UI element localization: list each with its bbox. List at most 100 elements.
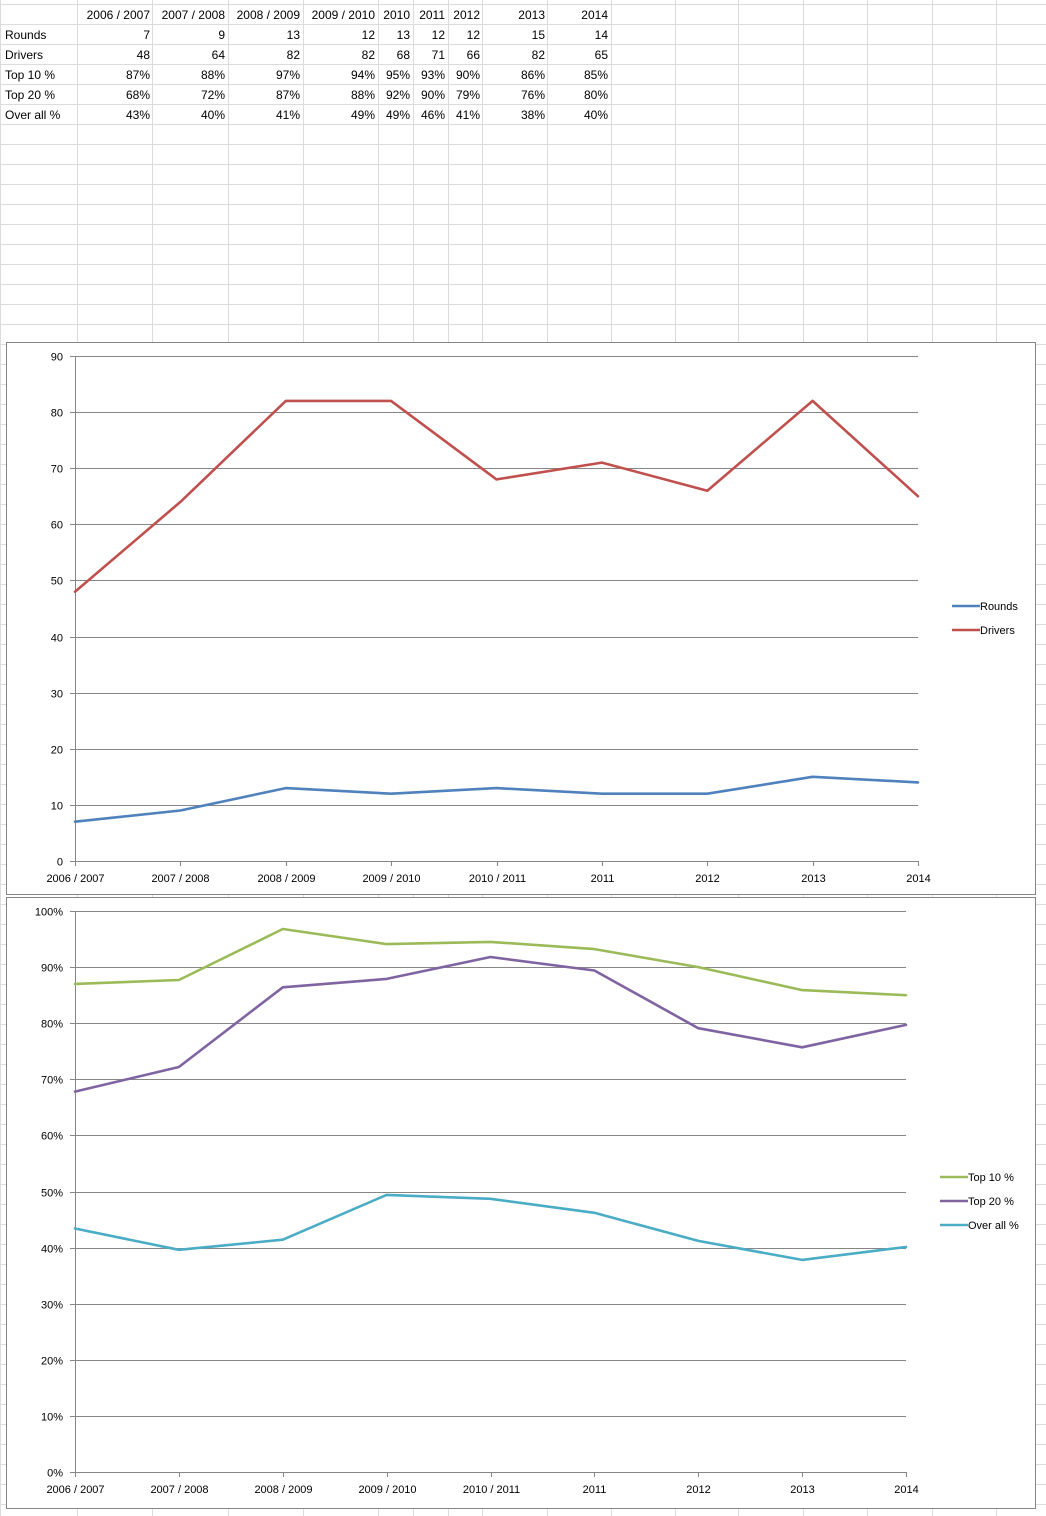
y-tick-label: 100%	[35, 907, 63, 919]
y-tick-label: 0%	[47, 1468, 63, 1480]
y-tick-label: 90%	[41, 963, 63, 975]
table-cell[interactable]: 14	[595, 28, 609, 42]
table-cell[interactable]: 87%	[126, 68, 150, 82]
x-tick-label: 2008 / 2009	[254, 1484, 312, 1496]
table-cell[interactable]: 49%	[386, 108, 410, 122]
row-label[interactable]: Rounds	[5, 28, 46, 42]
table-cell[interactable]: 66	[467, 48, 481, 62]
table-cell[interactable]: 86%	[521, 68, 545, 82]
table-cell[interactable]: 41%	[276, 108, 300, 122]
table-cell[interactable]: 88%	[201, 68, 225, 82]
x-tick-label: 2014	[894, 1484, 918, 1496]
series-line-over-all[interactable]	[73, 1193, 908, 1262]
table-cell[interactable]: 43%	[126, 108, 150, 122]
table-cell[interactable]: 87%	[276, 88, 300, 102]
y-tick-label: 50%	[41, 1188, 63, 1200]
y-tick-label: 40	[51, 633, 63, 645]
table-cell[interactable]: 85%	[584, 68, 608, 82]
x-tick-label: 2010 / 2011	[463, 1484, 520, 1496]
chart1-legend: Rounds Drivers	[952, 601, 1018, 637]
series-line-rounds[interactable]	[73, 775, 920, 824]
table-cell[interactable]: 12	[432, 28, 446, 42]
table-cell[interactable]: 94%	[351, 68, 375, 82]
x-tick-label: 2012	[695, 873, 719, 885]
table-cell[interactable]: 12	[362, 28, 376, 42]
legend-entry[interactable]: Drivers	[980, 625, 1015, 637]
table-cell[interactable]: 88%	[351, 88, 375, 102]
table-cell[interactable]: 93%	[421, 68, 445, 82]
table-cell[interactable]: 64	[212, 48, 226, 62]
y-tick-label: 30%	[41, 1300, 63, 1312]
table-cell[interactable]: 13	[397, 28, 411, 42]
table-cell[interactable]: 38%	[521, 108, 545, 122]
table-cell[interactable]: 7	[143, 28, 150, 42]
chart2-series-lines	[73, 927, 908, 1262]
column-header[interactable]: 2009 / 2010	[312, 8, 376, 22]
table-cell[interactable]: 48	[137, 48, 151, 62]
chart2-legend: Top 10 % Top 20 % Over all %	[940, 1172, 1019, 1232]
column-header[interactable]: 2014	[581, 8, 608, 22]
y-tick-label: 70%	[41, 1075, 63, 1087]
table-cell[interactable]: 72%	[201, 88, 225, 102]
column-header[interactable]: 2008 / 2009	[237, 8, 301, 22]
table-cell[interactable]: 15	[532, 28, 546, 42]
table-cell[interactable]: 68%	[126, 88, 150, 102]
column-header[interactable]: 2013	[518, 8, 545, 22]
table-cell[interactable]: 49%	[351, 108, 375, 122]
table-cell[interactable]: 92%	[386, 88, 410, 102]
table-cell[interactable]: 76%	[521, 88, 545, 102]
table-cell[interactable]: 97%	[276, 68, 300, 82]
column-header[interactable]: 2007 / 2008	[162, 8, 226, 22]
y-tick-label: 20%	[41, 1356, 63, 1368]
table-cell[interactable]: 65	[595, 48, 609, 62]
series-line-top-10[interactable]	[73, 927, 908, 997]
column-header[interactable]: 2011	[419, 8, 445, 22]
table-cell[interactable]: 41%	[456, 108, 480, 122]
chart2-gridlines	[75, 911, 906, 1473]
table-cell[interactable]: 46%	[421, 108, 445, 122]
table-cell[interactable]: 68	[397, 48, 411, 62]
series-line-drivers[interactable]	[73, 399, 920, 594]
y-tick-label: 80%	[41, 1019, 63, 1031]
table-cell[interactable]: 12	[467, 28, 481, 42]
table-cell[interactable]: 90%	[456, 68, 480, 82]
chart-percentages[interactable]: 0% 10% 20% 30% 40% 50% 60% 70% 80% 90% 100% 2006 /…	[6, 897, 1036, 1509]
table-cell[interactable]: 40%	[584, 108, 608, 122]
x-tick-label: 2014	[906, 873, 930, 885]
y-tick-label: 90	[51, 352, 63, 364]
series-line-top-20[interactable]	[73, 955, 908, 1093]
column-header[interactable]: 2012	[453, 8, 480, 22]
table-cell[interactable]: 13	[287, 28, 301, 42]
table-cell[interactable]: 82	[362, 48, 376, 62]
legend-entry[interactable]: Rounds	[980, 601, 1018, 613]
chart1-y-axis: 0 10 20 30 40 50 60 70 80 90	[51, 352, 76, 869]
x-tick-label: 2010 / 2011	[469, 873, 526, 885]
x-tick-label: 2013	[790, 1484, 814, 1496]
table-cell[interactable]: 90%	[421, 88, 445, 102]
x-tick-label: 2007 / 2008	[150, 1484, 208, 1496]
row-label[interactable]: Top 10 %	[5, 68, 55, 82]
row-label[interactable]: Drivers	[5, 48, 43, 62]
table-cell[interactable]: 79%	[456, 88, 480, 102]
column-header[interactable]: 2010	[383, 8, 410, 22]
table-cell[interactable]: 80%	[584, 88, 608, 102]
legend-entry[interactable]: Top 10 %	[968, 1172, 1014, 1184]
column-header[interactable]: 2006 / 2007	[87, 8, 151, 22]
y-tick-label: 70	[51, 464, 63, 476]
y-tick-label: 60%	[41, 1131, 63, 1143]
chart-rounds-drivers[interactable]: 0 10 20 30 40 50 60 70 80 90 2006 / 2007 2007 / 20…	[6, 342, 1036, 895]
row-label[interactable]: Top 20 %	[5, 88, 55, 102]
table-cell[interactable]: 71	[432, 48, 446, 62]
table-cell[interactable]: 82	[532, 48, 546, 62]
legend-entry[interactable]: Top 20 %	[968, 1196, 1014, 1208]
table-cell[interactable]: 82	[287, 48, 301, 62]
table-cell[interactable]: 9	[218, 28, 225, 42]
y-tick-label: 40%	[41, 1244, 63, 1256]
legend-entry[interactable]: Over all %	[968, 1220, 1019, 1232]
y-tick-label: 60	[51, 520, 63, 532]
table-cell[interactable]: 95%	[386, 68, 410, 82]
x-tick-label: 2007 / 2008	[151, 873, 209, 885]
row-label[interactable]: Over all %	[5, 108, 61, 122]
table-cell[interactable]: 40%	[201, 108, 225, 122]
y-tick-label: 30	[51, 689, 63, 701]
